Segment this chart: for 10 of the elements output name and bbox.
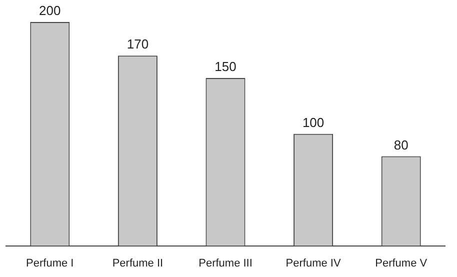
x-tick-label: Perfume II	[112, 257, 164, 270]
x-tick-label: Perfume III	[198, 257, 252, 270]
data-label: 170	[126, 36, 149, 52]
data-label: 200	[39, 3, 61, 18]
x-tick-label: Perfume IV	[286, 257, 342, 270]
data-label: 80	[394, 137, 408, 152]
x-tick-label: Perfume V	[375, 257, 428, 270]
data-label: 100	[302, 114, 324, 130]
data-label: 150	[214, 59, 236, 74]
x-tick-label: Perfume I	[26, 257, 74, 270]
